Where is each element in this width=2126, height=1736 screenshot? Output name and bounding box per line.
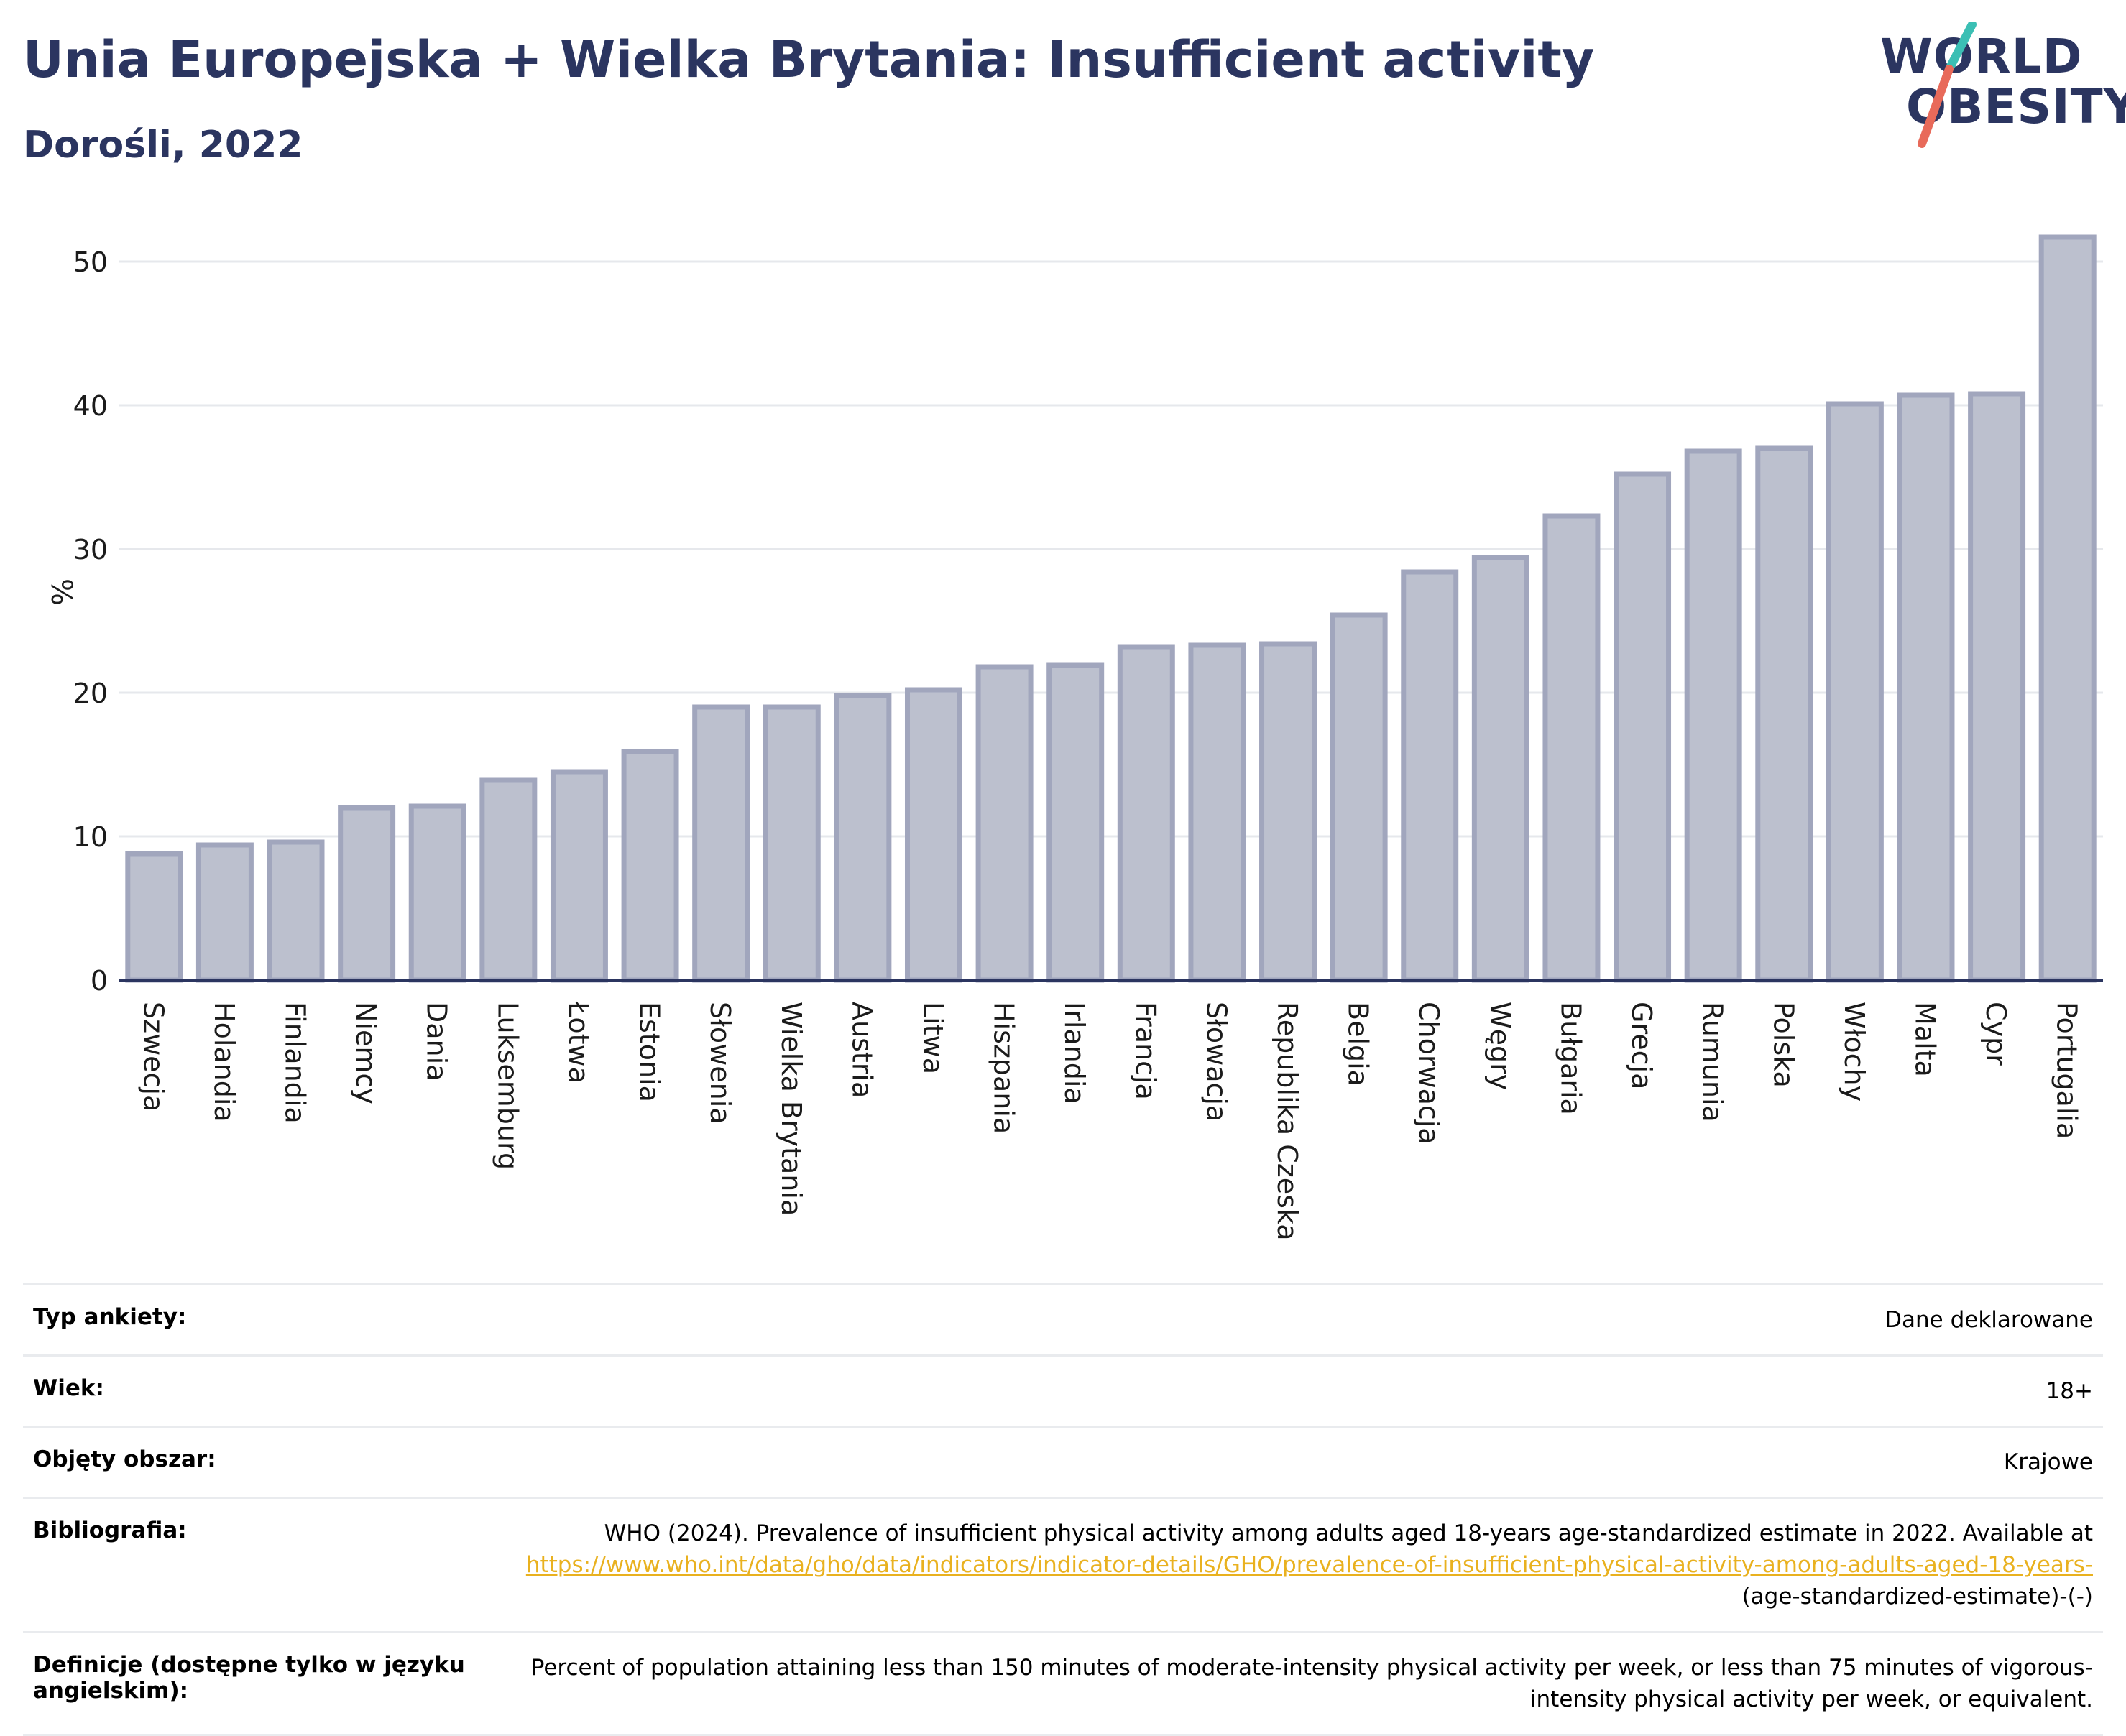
x-tick-label: Łotwa	[563, 1001, 594, 1084]
meta-value: Percent of population attaining less tha…	[489, 1631, 2103, 1736]
x-tick-label: Cypr	[1980, 1002, 2012, 1066]
metadata-table: Typ ankiety: Dane deklarowane Wiek: 18+ Obję…	[23, 1283, 2103, 1736]
bar-chart: 0 10 20 30 40 50 % Szwecja Holandia Finlandia Ni…	[45, 234, 2103, 1241]
x-axis: Szwecja Holandia Finlandia Niemcy Dania Lukse…	[119, 979, 2103, 1241]
x-tick-label: Rumunia	[1697, 1002, 1729, 1122]
meta-row: Bibliografia: WHO (2024). Prevalence of i…	[23, 1497, 2103, 1633]
y-tick-label: 50	[73, 246, 108, 278]
x-tick-label: Włochy	[1839, 1002, 1870, 1102]
bar	[1826, 401, 1884, 983]
y-axis-label: %	[45, 578, 78, 606]
bar	[621, 749, 679, 983]
meta-key: Objęty obszar:	[23, 1426, 489, 1498]
bibliography-link[interactable]: https://www.who.int/data/gho/data/indica…	[525, 1552, 2093, 1578]
x-tick-label: Słowacja	[1200, 1002, 1232, 1122]
x-tick-label: Szwecja	[137, 1002, 169, 1112]
x-tick-label: Estonia	[634, 1002, 666, 1102]
meta-key: Typ ankiety:	[23, 1283, 489, 1356]
bar	[1330, 612, 1388, 983]
bar	[1401, 569, 1459, 983]
x-tick-label: Belgia	[1343, 1002, 1374, 1086]
x-tick-label: Słowenia	[704, 1002, 736, 1125]
x-tick-label: Polska	[1767, 1002, 1799, 1088]
meta-row: Objęty obszar: Krajowe	[23, 1426, 2103, 1498]
x-tick-label: Niemcy	[350, 1002, 382, 1104]
y-tick-label: 20	[73, 678, 108, 709]
bar	[408, 803, 466, 983]
bar	[125, 851, 183, 983]
y-axis: 0 10 20 30 40 50	[73, 246, 108, 997]
x-tick-label: Finlandia	[280, 1002, 311, 1124]
bar	[1897, 392, 1955, 983]
bars	[125, 234, 2097, 983]
bar	[2038, 234, 2097, 983]
bar	[975, 664, 1034, 983]
meta-value: 18+	[489, 1354, 2103, 1427]
x-tick-label: Litwa	[917, 1002, 949, 1074]
x-tick-label: Holandia	[208, 1002, 240, 1122]
meta-key: Definicje (dostępne tylko w języku angie…	[23, 1631, 489, 1736]
meta-row: Typ ankiety: Dane deklarowane	[23, 1283, 2103, 1356]
bar	[763, 704, 821, 983]
x-tick-label: Republika Czeska	[1271, 1002, 1303, 1241]
x-tick-label: Chorwacja	[1413, 1002, 1445, 1145]
x-tick-label: Portugalia	[2051, 1002, 2083, 1139]
bar	[338, 805, 396, 983]
x-tick-label: Malta	[1909, 1002, 1941, 1077]
meta-row: Wiek: 18+	[23, 1354, 2103, 1427]
x-tick-label: Luksemburg	[492, 1002, 523, 1170]
x-tick-label: Wielka Brytania	[776, 1002, 807, 1216]
bar	[1542, 513, 1601, 983]
bar	[1259, 641, 1317, 983]
meta-row: Definicje (dostępne tylko w języku angie…	[23, 1631, 2103, 1736]
bar	[834, 693, 892, 983]
bar	[1471, 555, 1529, 983]
chart-subtitle: Dorośli, 2022	[23, 124, 303, 167]
bar	[904, 687, 962, 983]
meta-value: Dane deklarowane	[489, 1283, 2103, 1356]
bar	[479, 777, 538, 983]
bar	[1684, 448, 1742, 983]
x-tick-label: Austria	[846, 1002, 878, 1098]
chart-title: Unia Europejska + Wielka Brytania: Insuf…	[23, 30, 1595, 89]
x-tick-label: Dania	[421, 1002, 453, 1081]
meta-value-text: Dane deklarowane	[1885, 1307, 2093, 1333]
logo-word-world: WORLD	[1880, 29, 2083, 84]
meta-key: Bibliografia:	[23, 1497, 489, 1633]
bar	[267, 839, 325, 983]
meta-value-text: 18+	[2046, 1378, 2093, 1404]
meta-value: WHO (2024). Prevalence of insufficient p…	[489, 1497, 2103, 1633]
bar	[1046, 662, 1105, 983]
meta-value: Krajowe	[489, 1426, 2103, 1498]
y-tick-label: 40	[73, 390, 108, 422]
meta-value-text: WHO (2024). Prevalence of insufficient p…	[604, 1520, 2093, 1546]
logo-slash-icon	[1918, 22, 1977, 148]
meta-value-text: Percent of population attaining less tha…	[530, 1655, 2093, 1712]
bar	[1188, 642, 1246, 983]
bar	[1755, 445, 1813, 983]
bar	[195, 842, 254, 983]
x-tick-label: Bułgaria	[1555, 1002, 1586, 1115]
bar	[1614, 471, 1672, 983]
bar	[692, 704, 750, 983]
x-tick-label: Irlandia	[1059, 1002, 1090, 1104]
y-tick-label: 30	[73, 534, 108, 565]
x-tick-label: Francja	[1130, 1002, 1161, 1100]
meta-value-suffix: (age-standardized-estimate)-(-)	[1741, 1584, 2093, 1610]
bar	[1117, 644, 1175, 983]
bar	[550, 769, 608, 983]
y-tick-label: 0	[91, 965, 108, 997]
meta-key: Wiek:	[23, 1354, 489, 1427]
world-obesity-logo: WORLD OBESITY	[1869, 22, 2126, 151]
meta-value-text: Krajowe	[2003, 1449, 2093, 1475]
x-tick-label: Grecja	[1626, 1002, 1657, 1089]
x-tick-label: Hiszpania	[988, 1002, 1020, 1134]
bar	[1968, 391, 2026, 983]
y-tick-label: 10	[73, 821, 108, 853]
x-tick-label: Węgry	[1484, 1002, 1516, 1090]
